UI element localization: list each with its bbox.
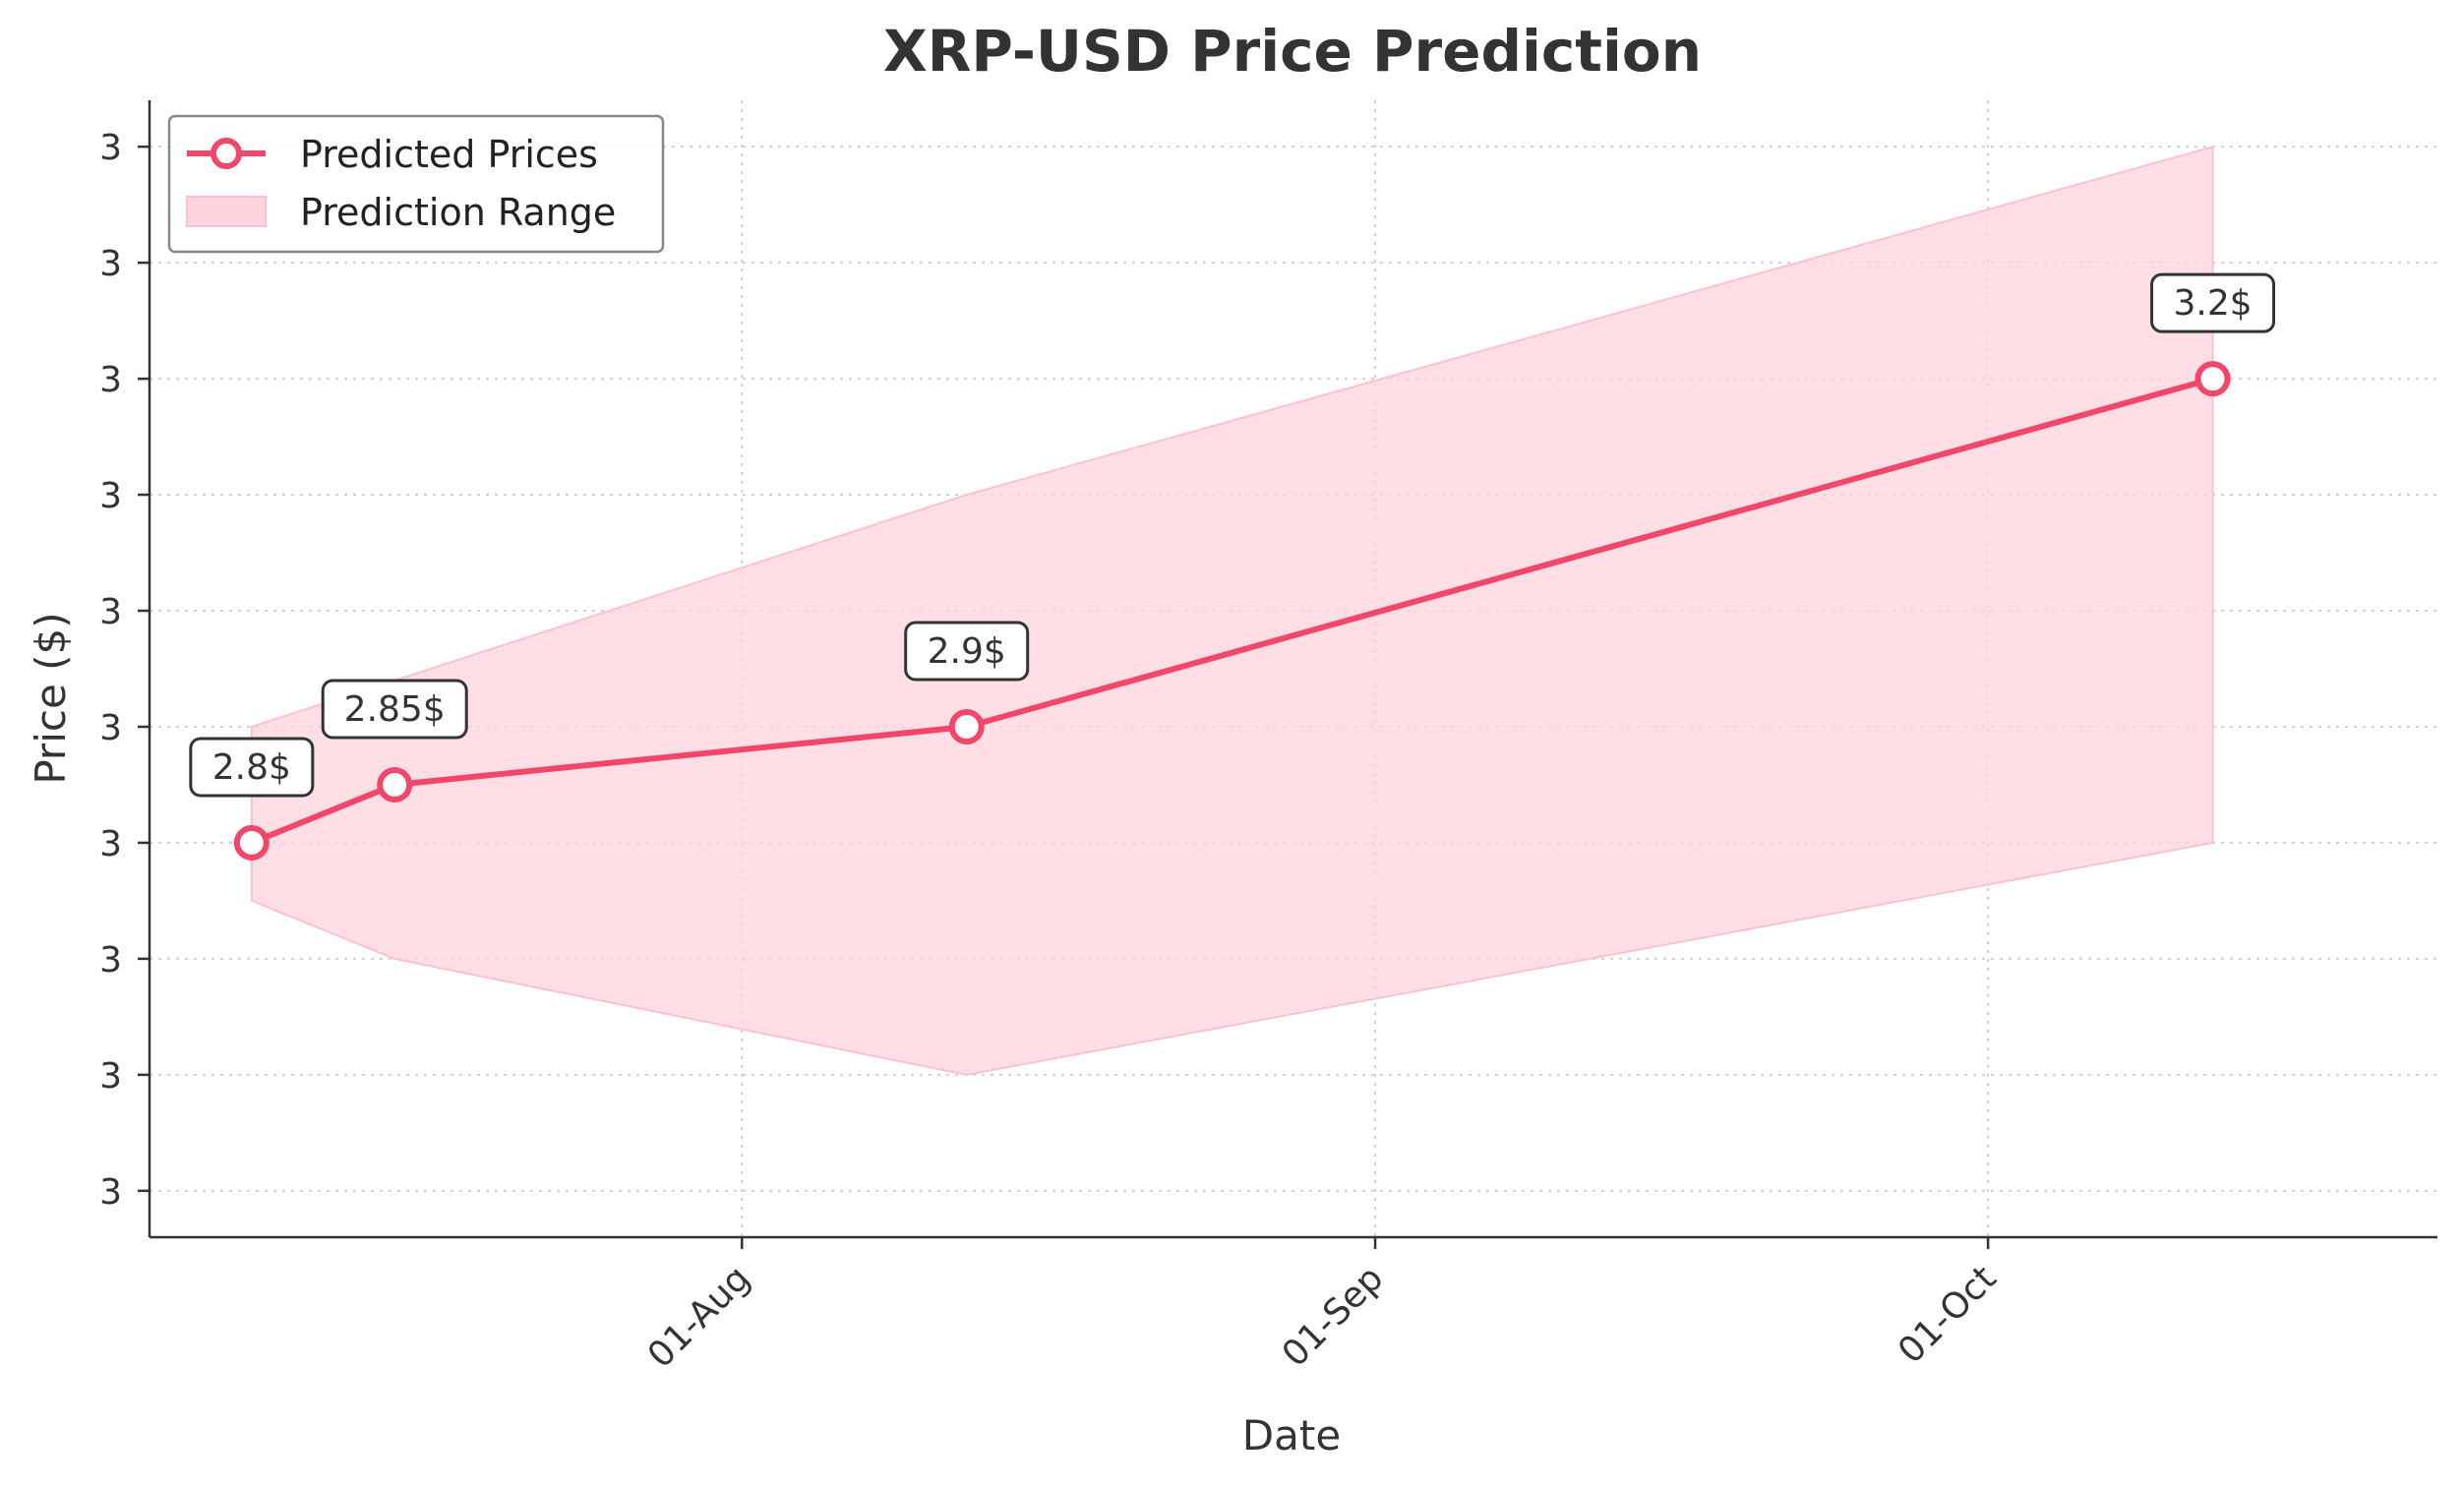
y-tick-label: 3 [99, 1056, 122, 1097]
x-tick-label: 01-Sep [1275, 1258, 1392, 1375]
predicted-prices-path [250, 376, 2214, 846]
y-tick-label: 3 [99, 592, 122, 632]
y-tick-label: 3 [99, 1172, 122, 1213]
annotation-box [2150, 272, 2276, 333]
predicted-prices-points [233, 361, 2231, 861]
data-point [948, 708, 985, 744]
legend-label-range: Prediction Range [300, 191, 616, 234]
y-tick-label: 3 [99, 824, 122, 864]
legend-marker-swatch [210, 138, 242, 169]
x-axis-label: Date [1242, 1411, 1341, 1459]
legend-label-predicted: Predicted Prices [300, 133, 598, 176]
y-tick-label: 3 [99, 476, 122, 516]
annotation-label: 3.2$ [2173, 283, 2252, 324]
annotation-label: 2.8$ [212, 747, 291, 788]
prediction-range-area [250, 145, 2214, 1076]
price-annotations: 2.8$ 2.85$ 2.9$ 3.2$ [189, 272, 2276, 798]
annotation-label: 2.85$ [344, 689, 446, 730]
data-point [2194, 361, 2231, 397]
prediction-range-band [250, 145, 2214, 1076]
annotation-box [189, 737, 315, 798]
y-axis-label: Price ($) [27, 612, 75, 784]
x-tick-label: 01-Aug [640, 1258, 758, 1376]
x-tick-label: 01-Oct [1891, 1258, 2004, 1371]
data-point [233, 824, 270, 861]
annotation-label: 2.9$ [928, 631, 1006, 672]
chart-title: XRP-USD Price Prediction [883, 18, 1702, 85]
y-tick-label: 3 [99, 940, 122, 981]
y-tick-label: 3 [99, 708, 122, 748]
y-tick-label: 3 [99, 244, 122, 284]
data-point [377, 766, 413, 803]
legend: Predicted Prices Prediction Range [167, 114, 665, 254]
annotation-box [321, 679, 468, 740]
legend-box [167, 114, 665, 254]
annotation-box [904, 621, 1030, 682]
y-tick-label: 3 [99, 360, 122, 400]
legend-area-swatch [186, 196, 267, 227]
y-tick-label: 3 [99, 128, 122, 168]
predicted-prices-line [250, 376, 2214, 846]
